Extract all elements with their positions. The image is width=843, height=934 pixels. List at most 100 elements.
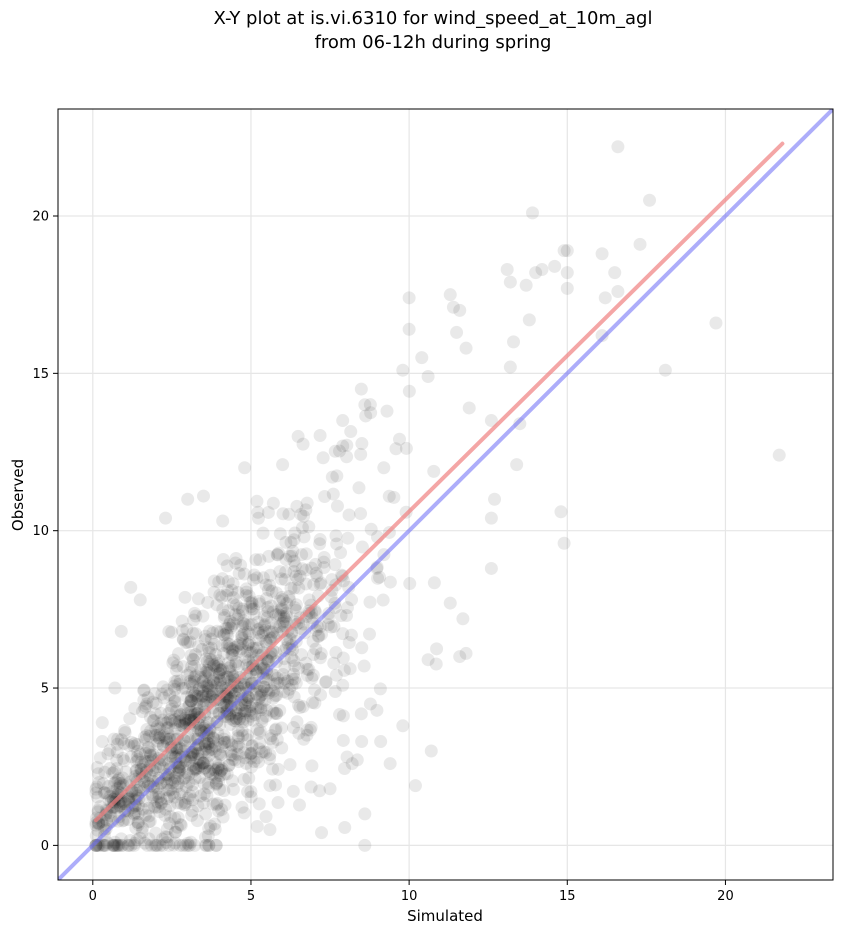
data-point: [216, 602, 230, 616]
data-point: [149, 722, 163, 736]
data-point: [359, 409, 373, 423]
data-point: [217, 736, 231, 750]
data-point: [503, 275, 517, 289]
data-point: [190, 702, 204, 716]
data-point: [208, 739, 222, 753]
data-point: [254, 703, 268, 717]
data-point: [336, 733, 350, 747]
data-point: [202, 641, 216, 655]
data-point: [200, 735, 214, 749]
data-point: [295, 562, 309, 576]
data-point: [171, 776, 185, 790]
data-point: [363, 595, 377, 609]
data-point: [106, 838, 120, 852]
data-point: [260, 654, 274, 668]
data-point: [557, 536, 571, 550]
data-point: [187, 675, 201, 689]
data-point: [160, 767, 174, 781]
data-point: [287, 721, 301, 735]
data-point: [287, 554, 301, 568]
x-axis-label: Simulated: [407, 907, 483, 925]
data-point: [133, 780, 147, 794]
data-point: [229, 551, 243, 565]
data-point: [243, 700, 257, 714]
data-point: [196, 689, 210, 703]
data-point: [199, 742, 213, 756]
data-point: [262, 549, 276, 563]
data-point: [168, 716, 182, 730]
data-point: [213, 766, 227, 780]
data-point: [215, 662, 229, 676]
data-point: [207, 574, 221, 588]
data-point: [183, 698, 197, 712]
data-point: [198, 633, 212, 647]
data-point: [150, 728, 164, 742]
data-point: [222, 661, 236, 675]
data-point: [222, 692, 236, 706]
data-point: [118, 723, 132, 737]
data-point: [272, 546, 286, 560]
data-point: [201, 781, 215, 795]
data-point: [294, 507, 308, 521]
y-ticks: 0 5 10 15 20: [32, 209, 58, 854]
data-point: [245, 697, 259, 711]
data-point: [163, 688, 177, 702]
data-point: [264, 683, 278, 697]
data-point: [611, 140, 625, 154]
data-point: [187, 653, 201, 667]
data-point: [453, 303, 467, 317]
data-point: [209, 798, 223, 812]
data-point: [259, 709, 273, 723]
data-point: [249, 701, 263, 715]
data-point: [355, 641, 369, 655]
data-point: [315, 826, 329, 840]
data-point: [99, 822, 113, 836]
data-point: [142, 815, 156, 829]
data-point: [376, 593, 390, 607]
data-point: [166, 786, 180, 800]
data-point: [308, 557, 322, 571]
data-point: [247, 568, 261, 582]
data-point: [352, 481, 366, 495]
data-point: [284, 581, 298, 595]
data-point: [188, 763, 202, 777]
data-point: [261, 604, 275, 618]
data-point: [266, 605, 280, 619]
data-point: [191, 731, 205, 745]
data-point: [206, 673, 220, 687]
data-point: [293, 569, 307, 583]
data-point: [330, 499, 344, 513]
data-point: [131, 815, 145, 829]
data-point: [191, 592, 205, 606]
data-point: [128, 702, 142, 716]
data-point: [213, 674, 227, 688]
data-point: [421, 653, 435, 667]
data-point: [191, 689, 205, 703]
data-point: [173, 714, 187, 728]
data-point: [238, 698, 252, 712]
data-point: [207, 763, 221, 777]
data-point: [245, 595, 259, 609]
data-point: [202, 748, 216, 762]
data-point: [201, 776, 215, 790]
data-point: [288, 672, 302, 686]
x-ticks: 0 5 10 15 20: [89, 880, 734, 904]
data-point: [307, 578, 321, 592]
data-point: [142, 729, 156, 743]
data-point: [220, 636, 234, 650]
data-point: [202, 666, 216, 680]
data-point: [201, 829, 215, 843]
data-point: [443, 288, 457, 302]
data-point: [100, 836, 114, 850]
data-point: [142, 809, 156, 823]
data-point: [252, 594, 266, 608]
data-point: [260, 683, 274, 697]
data-point: [210, 796, 224, 810]
data-point: [333, 708, 347, 722]
data-point: [200, 654, 214, 668]
data-point: [149, 826, 163, 840]
data-point: [168, 825, 182, 839]
data-point: [217, 672, 231, 686]
data-point: [219, 588, 233, 602]
data-point: [317, 561, 331, 575]
